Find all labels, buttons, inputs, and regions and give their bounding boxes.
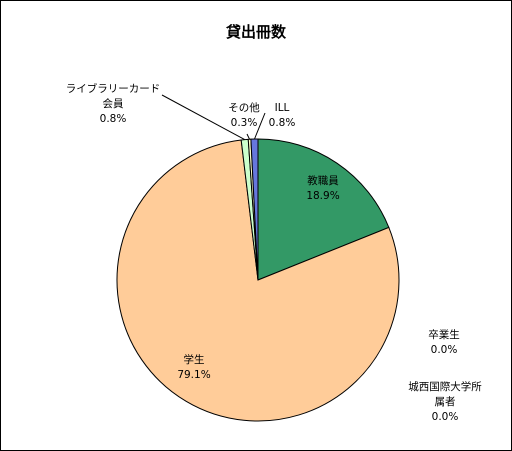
slice-label-value-5: 0.3% — [231, 117, 258, 129]
leader-line-6 — [254, 112, 266, 140]
slice-6 — [250, 138, 259, 281]
slice-label-name-1: 卒業生 — [428, 328, 460, 341]
slice-label-name-5: その他 — [228, 101, 260, 114]
slice-0 — [257, 138, 390, 281]
slice-label-value-4: 0.8% — [100, 113, 127, 125]
slice-label-name-4-0: ライブラリーカード — [66, 82, 161, 95]
slice-label-value-6: 0.8% — [269, 117, 296, 129]
slice-3 — [116, 139, 400, 422]
slice-label-name-0: 教職員 — [307, 174, 339, 187]
leader-line-5 — [246, 133, 251, 140]
leader-line-4 — [161, 94, 245, 141]
slice-label-value-0: 18.9% — [306, 190, 339, 202]
slice-label-name-6: ILL — [275, 102, 290, 114]
slice-label-name-2-0: 城西国際大学所 — [408, 380, 482, 393]
leader-lines — [161, 94, 266, 141]
slice-label-name-3: 学生 — [184, 353, 205, 366]
chart-title: 貸出冊数 — [226, 23, 287, 41]
slice-label-name-4-1: 会員 — [103, 97, 124, 110]
slice-label-value-3: 79.1% — [177, 369, 210, 381]
slice-label-name-2-1: 属者 — [435, 396, 456, 408]
slice-label-value-2: 0.0% — [432, 411, 459, 423]
slice-label-value-1: 0.0% — [431, 344, 458, 356]
pie-slices — [116, 138, 400, 422]
